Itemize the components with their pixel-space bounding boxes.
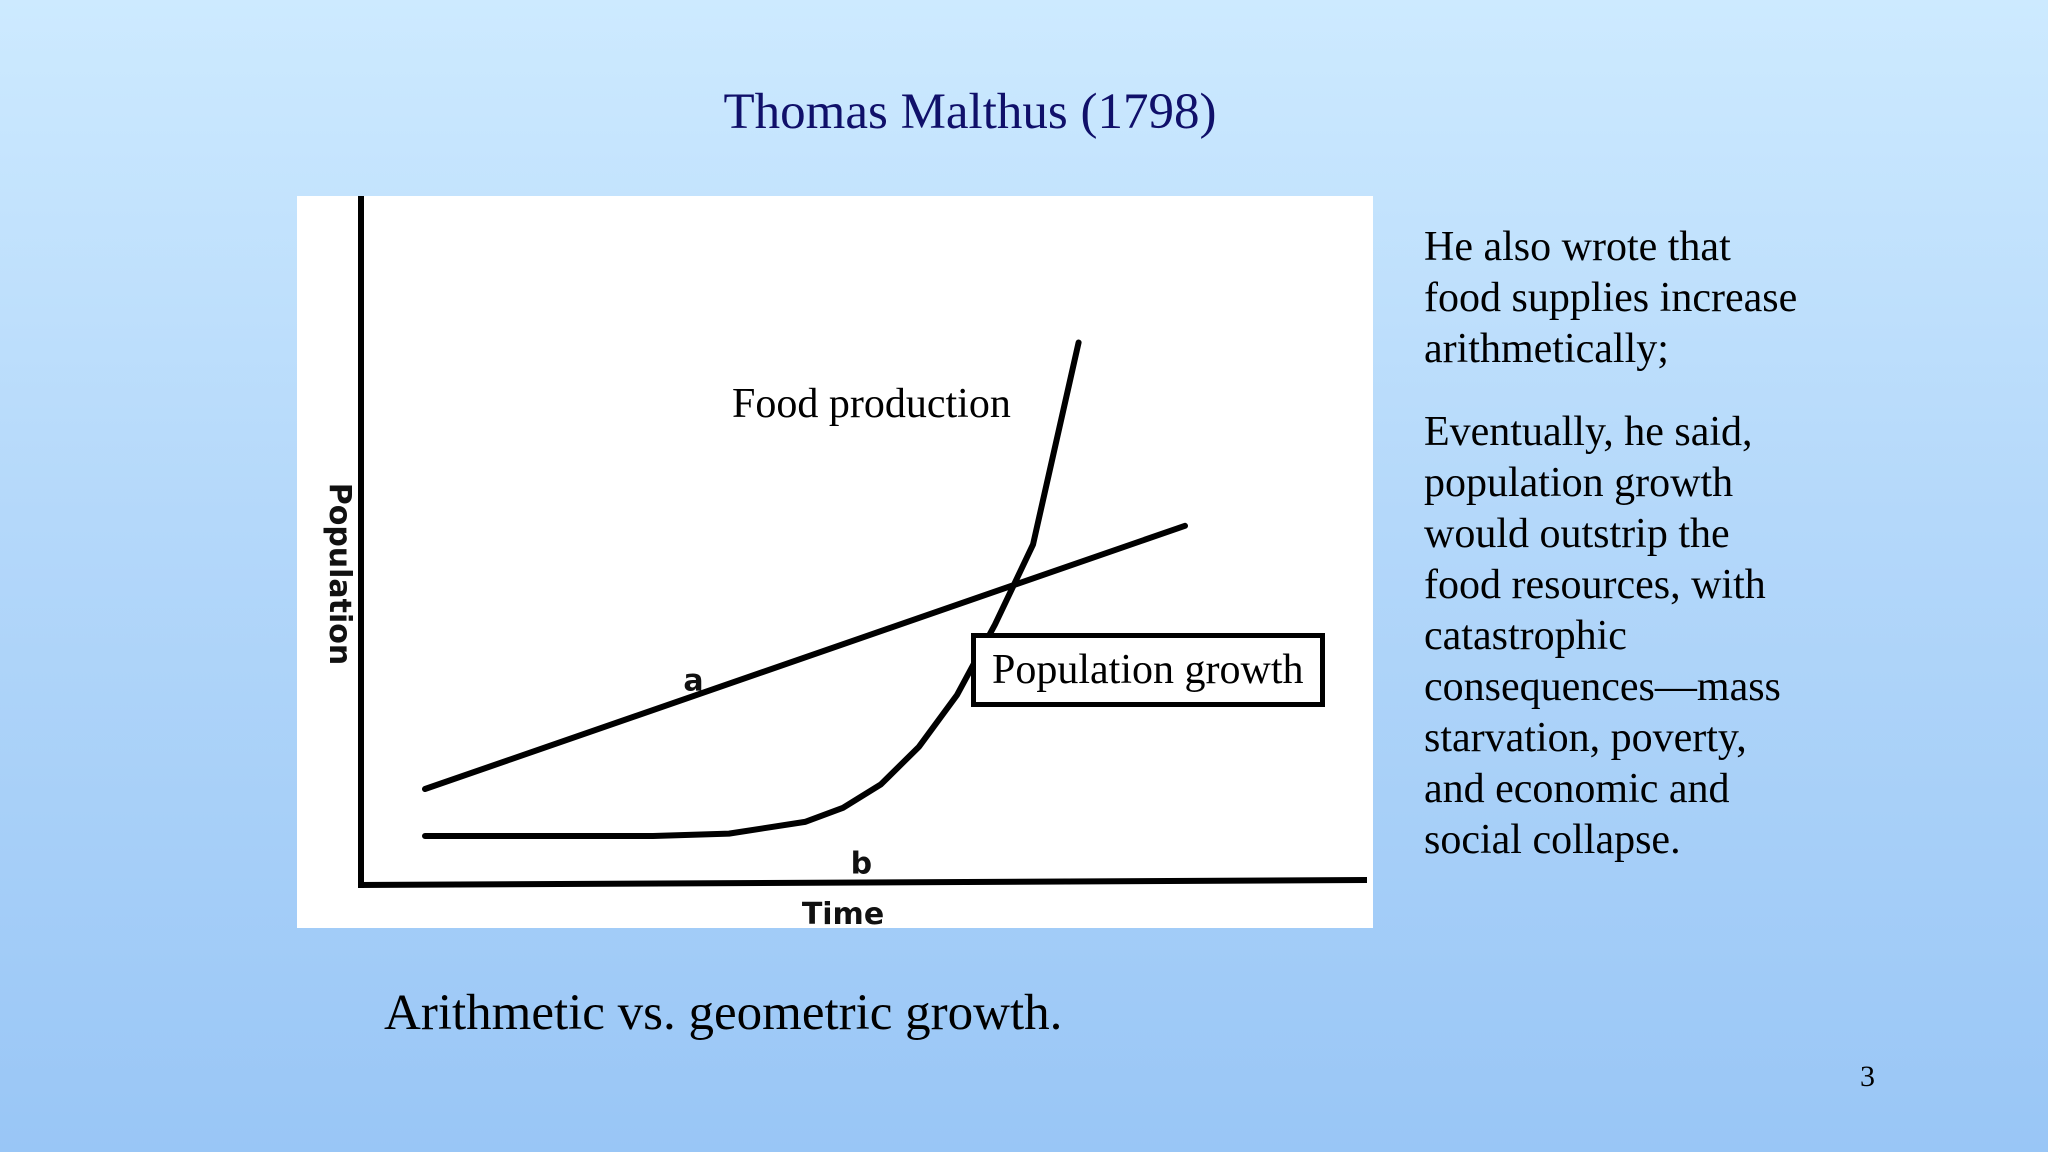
x-axis [357,877,1368,888]
side-paragraph-1: He also wrote that food supplies increas… [1424,224,1798,372]
growth-chart-svg: ab Population Time [322,196,1368,928]
x-axis-label: Time [802,897,884,928]
food-production-label: Food production [732,381,1011,427]
side-text-block: He also wrote that food supplies increas… [1424,222,1804,898]
series-marker-a: a [683,663,703,698]
population-growth-label: Population growth [971,633,1325,707]
y-axis-label: Population [322,483,357,666]
slide-title: Thomas Malthus (1798) [723,84,1217,140]
series-line-2 [422,339,1082,839]
slide-number: 3 [1860,1060,1875,1093]
series-line-1 [422,522,1188,792]
series-layer: ab [422,339,1188,882]
series-marker-b: b [851,847,872,882]
slide-caption: Arithmetic vs. geometric growth. [384,985,1063,1041]
side-paragraph-2: Eventually, he said, population growth w… [1424,409,1781,863]
